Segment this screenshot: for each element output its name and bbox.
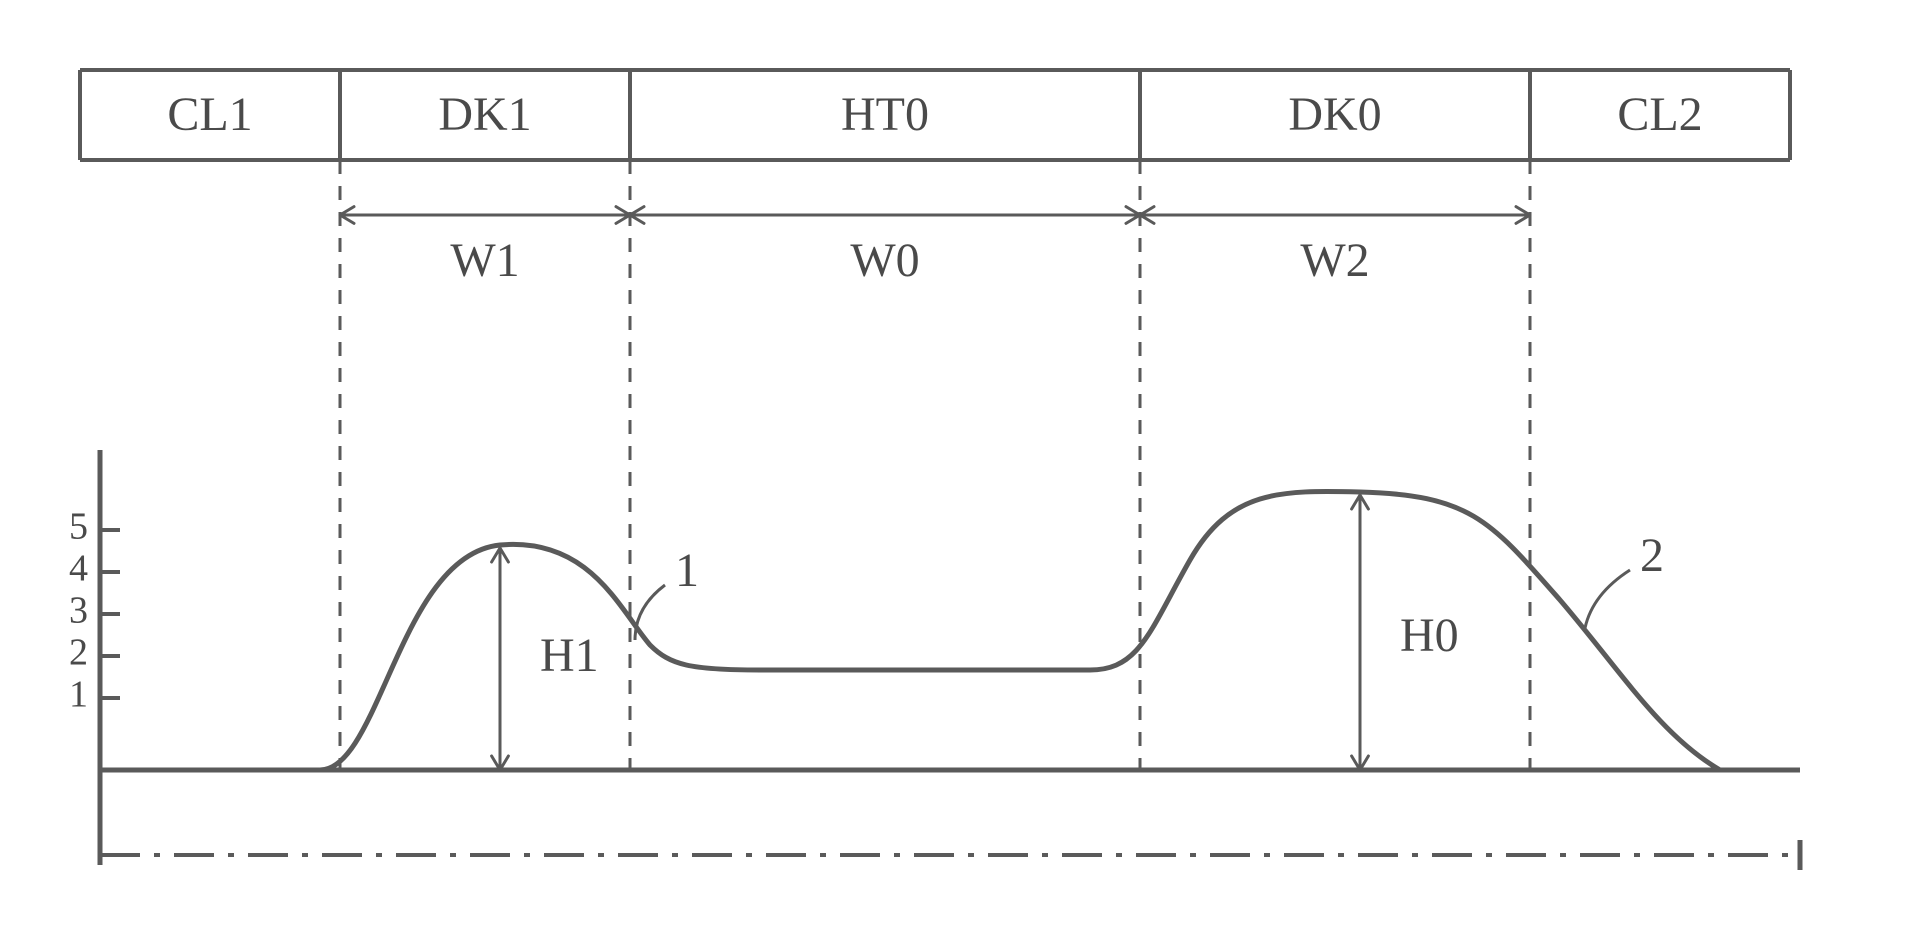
height-dim-label: H0 <box>1400 609 1459 662</box>
width-dimensions: W1 W0 W2 <box>340 207 1530 287</box>
axis-tick-label: 2 <box>69 632 88 674</box>
width-dim-label: W0 <box>850 234 919 287</box>
curve-callout-label: 1 <box>675 544 699 597</box>
axis: 12345 <box>69 450 1800 870</box>
width-dim-label: W2 <box>1300 234 1369 287</box>
strip-cell-label: DK0 <box>1288 88 1381 141</box>
axis-tick-label: 4 <box>69 548 88 590</box>
strip-cell-label: CL2 <box>1617 88 1702 141</box>
strip-cell-label: DK1 <box>438 88 531 141</box>
width-dim-label: W1 <box>450 234 519 287</box>
height-dim-label: H1 <box>540 629 599 682</box>
axis-tick-label: 5 <box>69 506 88 548</box>
axis-tick-label: 1 <box>69 674 88 716</box>
curve-callout-label: 2 <box>1640 529 1664 582</box>
strip-cell-label: HT0 <box>841 88 929 141</box>
region-strip: CL1 DK1 HT0 DK0 CL2 <box>80 70 1790 160</box>
strip-cell-label: CL1 <box>167 88 252 141</box>
axis-tick-label: 3 <box>69 590 88 632</box>
profile-curve <box>100 491 1790 770</box>
